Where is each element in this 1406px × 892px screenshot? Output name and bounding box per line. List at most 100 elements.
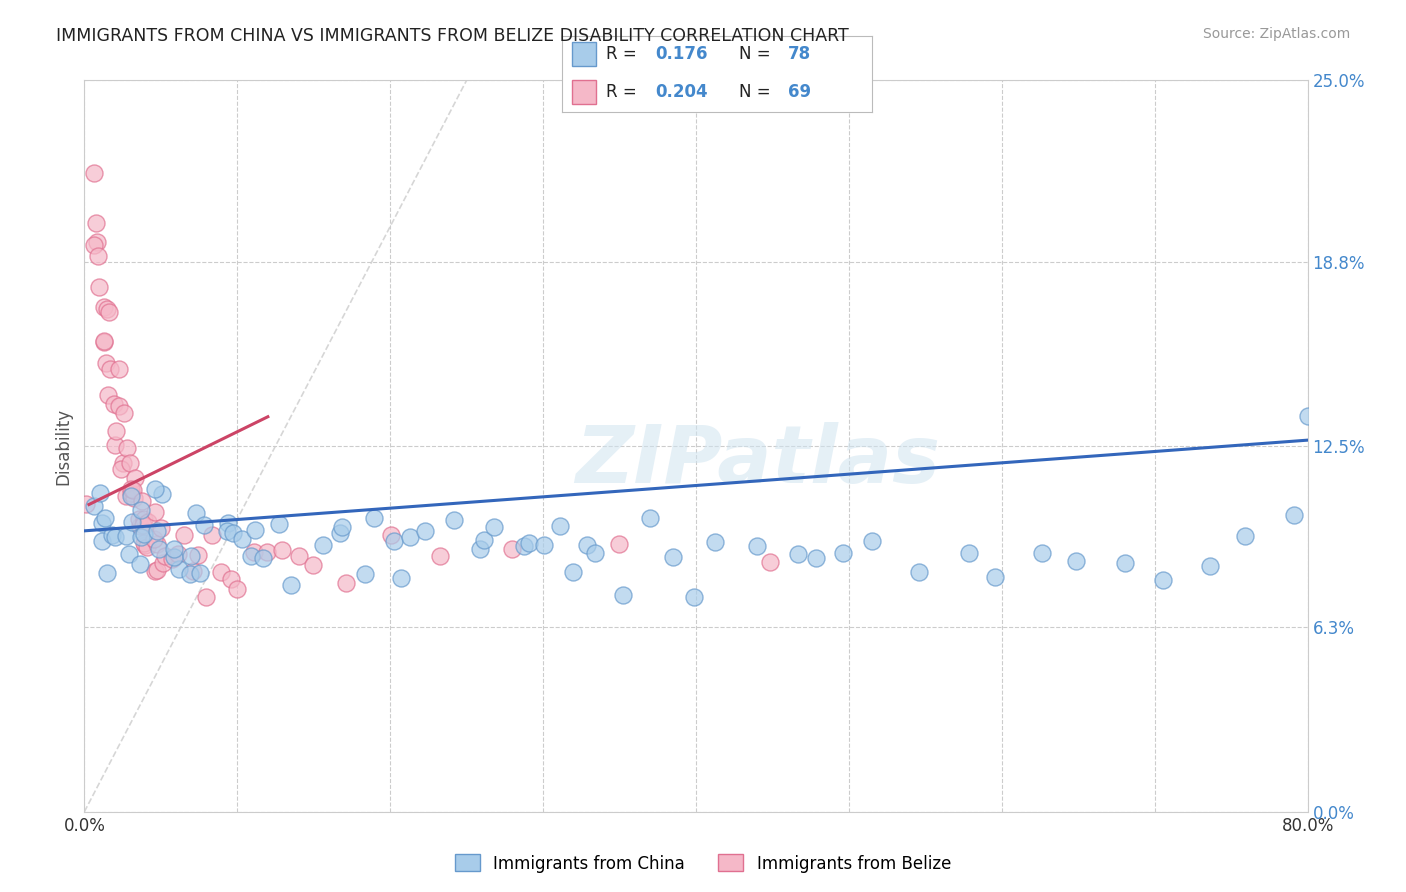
Point: [470, 542, 492, 557]
Point: [86, 235, 108, 249]
Point: [245, 523, 267, 537]
Point: [129, 502, 152, 516]
Point: [240, 549, 263, 564]
Text: 78: 78: [789, 45, 811, 62]
Point: [193, 518, 215, 533]
Point: [231, 532, 253, 546]
Bar: [572, 79, 596, 104]
Point: [256, 545, 278, 559]
Point: [93, 335, 115, 350]
Point: [787, 547, 810, 561]
Point: [112, 456, 135, 470]
Point: [167, 547, 190, 561]
Point: [399, 530, 422, 544]
Point: [120, 486, 142, 500]
Text: 69: 69: [789, 83, 811, 101]
Point: [1296, 409, 1319, 423]
Point: [152, 556, 174, 570]
Point: [87, 280, 110, 294]
Point: [110, 462, 132, 476]
Point: [83, 238, 105, 252]
Point: [188, 566, 211, 580]
Point: [128, 558, 150, 572]
Point: [513, 539, 536, 553]
Point: [120, 489, 142, 503]
Point: [98, 361, 121, 376]
Point: [222, 525, 245, 540]
Point: [145, 563, 167, 577]
Point: [132, 512, 155, 526]
Point: [101, 528, 124, 542]
Point: [661, 550, 683, 565]
Point: [612, 588, 634, 602]
Point: [132, 536, 155, 550]
Point: [142, 532, 165, 546]
Point: [745, 539, 768, 553]
Point: [311, 538, 333, 552]
Point: [103, 397, 125, 411]
Point: [118, 456, 141, 470]
Point: [287, 549, 309, 563]
Point: [1284, 508, 1306, 522]
Text: IMMIGRANTS FROM CHINA VS IMMIGRANTS FROM BELIZE DISABILITY CORRELATION CHART: IMMIGRANTS FROM CHINA VS IMMIGRANTS FROM…: [56, 27, 849, 45]
Point: [93, 301, 115, 315]
Point: [179, 566, 201, 581]
Text: N =: N =: [738, 45, 776, 62]
Point: [143, 505, 166, 519]
Text: N =: N =: [738, 83, 776, 101]
Point: [267, 516, 290, 531]
Y-axis label: Disability: Disability: [55, 408, 73, 484]
Point: [472, 533, 495, 547]
Point: [209, 565, 232, 579]
Point: [201, 528, 224, 542]
Point: [91, 516, 114, 530]
Point: [219, 573, 242, 587]
Point: [173, 527, 195, 541]
Point: [429, 549, 451, 563]
Point: [382, 533, 405, 548]
Point: [124, 471, 146, 485]
Point: [180, 549, 202, 563]
Text: R =: R =: [606, 83, 641, 101]
Point: [607, 537, 630, 551]
Point: [389, 571, 412, 585]
Text: 0.204: 0.204: [655, 83, 707, 101]
Point: [152, 487, 174, 501]
Point: [160, 552, 183, 566]
Point: [155, 549, 177, 563]
Point: [187, 548, 209, 562]
Point: [104, 437, 127, 451]
Point: [87, 249, 110, 263]
Point: [96, 356, 118, 370]
Point: [143, 564, 166, 578]
Point: [380, 528, 402, 542]
Point: [804, 550, 827, 565]
Point: [759, 555, 782, 569]
Point: [163, 541, 186, 556]
Point: [1114, 556, 1136, 570]
Point: [1198, 559, 1220, 574]
Point: [91, 534, 114, 549]
Point: [122, 483, 145, 498]
Point: [115, 489, 138, 503]
Point: [501, 541, 523, 556]
Point: [146, 537, 169, 551]
Point: [121, 515, 143, 529]
Point: [517, 536, 540, 550]
Legend: Immigrants from China, Immigrants from Belize: Immigrants from China, Immigrants from B…: [449, 847, 957, 880]
Point: [908, 565, 931, 579]
Text: ZIPatlas: ZIPatlas: [575, 422, 939, 500]
Point: [1153, 573, 1175, 587]
Point: [134, 538, 156, 552]
Point: [576, 538, 599, 552]
Point: [443, 513, 465, 527]
Point: [363, 510, 385, 524]
Point: [482, 520, 505, 534]
Point: [115, 529, 138, 543]
Text: 0.176: 0.176: [655, 45, 707, 62]
Point: [353, 567, 375, 582]
Point: [860, 533, 883, 548]
Point: [96, 301, 118, 316]
Point: [84, 216, 107, 230]
Point: [132, 517, 155, 532]
